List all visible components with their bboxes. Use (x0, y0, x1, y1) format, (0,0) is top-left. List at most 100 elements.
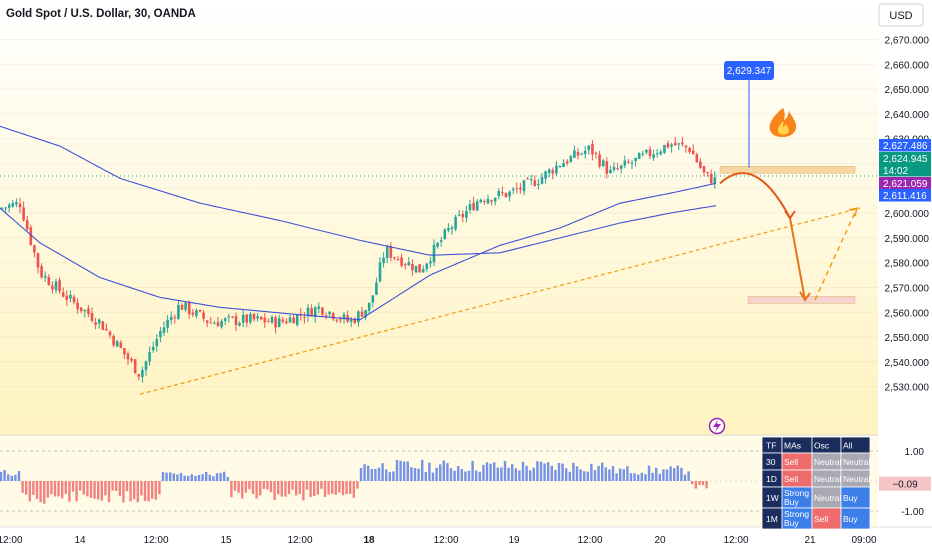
osc-bar (626, 466, 629, 481)
candle-body (436, 242, 439, 247)
candle-body (375, 282, 378, 295)
osc-bar (586, 471, 589, 481)
y-tick-label: 2,530.000 (885, 383, 930, 394)
moving-average-line[interactable] (0, 182, 717, 321)
osc-bar (53, 481, 57, 497)
x-tick-label: 12:00 (577, 535, 602, 546)
candle-body (15, 201, 18, 205)
candle-body (328, 311, 331, 315)
osc-bar (341, 481, 345, 496)
x-tick-label: 21 (804, 535, 816, 546)
candle-body (25, 220, 29, 230)
currency-button[interactable]: USD (889, 10, 912, 22)
price-tag-text: 14:02 (883, 166, 908, 177)
osc-bar (532, 467, 535, 481)
price-tag-countdown (879, 164, 931, 177)
candle-body (522, 180, 526, 192)
osc-bar (601, 462, 604, 481)
candle-body (4, 207, 7, 209)
osc-bar (125, 481, 129, 492)
candle-body (670, 144, 673, 147)
candle-body (234, 316, 238, 326)
osc-bar (579, 469, 582, 481)
target-label-box[interactable] (724, 61, 774, 80)
osc-bar (687, 471, 690, 481)
x-tick-label: 12:00 (723, 535, 748, 546)
candle-body (659, 151, 663, 155)
osc-bar (367, 465, 370, 481)
price-scale[interactable] (878, 0, 932, 550)
candle-body (155, 338, 159, 347)
x-tick-label: 12:00 (0, 535, 23, 546)
price-zone[interactable] (747, 296, 856, 304)
osc-bar (395, 459, 399, 481)
y-grid (0, 39, 878, 388)
candle-body (133, 359, 137, 374)
candle-body (702, 166, 706, 173)
osc-bar (7, 474, 10, 481)
candle-body (285, 321, 288, 324)
osc-bar (309, 481, 312, 497)
osc-last-value: −0.09 (892, 480, 918, 491)
osc-bar (485, 462, 489, 481)
candle-body (162, 327, 166, 333)
osc-bar (147, 481, 150, 502)
candle-body (677, 143, 681, 145)
osc-bar (590, 463, 593, 481)
osc-bar (230, 481, 233, 498)
osc-bar (313, 481, 316, 497)
osc-bar (593, 470, 597, 481)
candle-body (580, 153, 583, 155)
moving-average-line[interactable] (0, 125, 717, 256)
chart-title: Gold Spot / U.S. Dollar, 30, OANDA (6, 8, 196, 20)
currency-button-frame[interactable] (878, 3, 924, 27)
candle-body (655, 153, 659, 155)
osc-bar (352, 481, 355, 498)
trend-line[interactable] (139, 207, 861, 395)
price-zone[interactable] (719, 165, 856, 174)
osc-bar (385, 469, 388, 481)
lightning-icon[interactable] (708, 417, 726, 435)
osc-bar (482, 464, 485, 481)
candle-body (357, 311, 360, 323)
candle-body (11, 203, 15, 207)
candle-body (303, 317, 306, 319)
osc-bar (327, 481, 330, 495)
osc-bar (676, 465, 679, 481)
candle-body (105, 328, 108, 331)
candle-body (569, 156, 573, 162)
osc-bar (122, 481, 125, 503)
price-tag-text: 2,621.059 (883, 179, 928, 190)
x-tick-label: 12:00 (433, 535, 458, 546)
candle-body (101, 321, 105, 330)
osc-bar (457, 466, 460, 481)
osc-bar (71, 481, 75, 492)
candle-body (601, 160, 605, 167)
osc-bar (82, 481, 85, 495)
candle-body (558, 166, 562, 168)
candle-body (18, 203, 22, 208)
candle-body (306, 307, 310, 317)
osc-bar (381, 463, 384, 481)
candle-body (317, 306, 321, 309)
osc-bar (557, 463, 561, 481)
osc-bar (604, 467, 607, 481)
candle-body (263, 317, 267, 323)
candle-body (180, 304, 184, 310)
osc-bar (374, 468, 377, 481)
candle-body (504, 192, 508, 198)
osc-bar (698, 481, 701, 485)
candle-body (684, 145, 688, 148)
osc-bar (57, 481, 60, 497)
candle-body (335, 319, 339, 321)
candle-body (310, 308, 313, 317)
osc-bar (662, 469, 665, 481)
osc-bar (183, 475, 186, 481)
osc-bar (140, 481, 143, 496)
candle-body (562, 162, 565, 167)
y-tick-label: 2,580.000 (885, 259, 930, 270)
candle-body (209, 322, 213, 324)
osc-bar (694, 481, 697, 489)
